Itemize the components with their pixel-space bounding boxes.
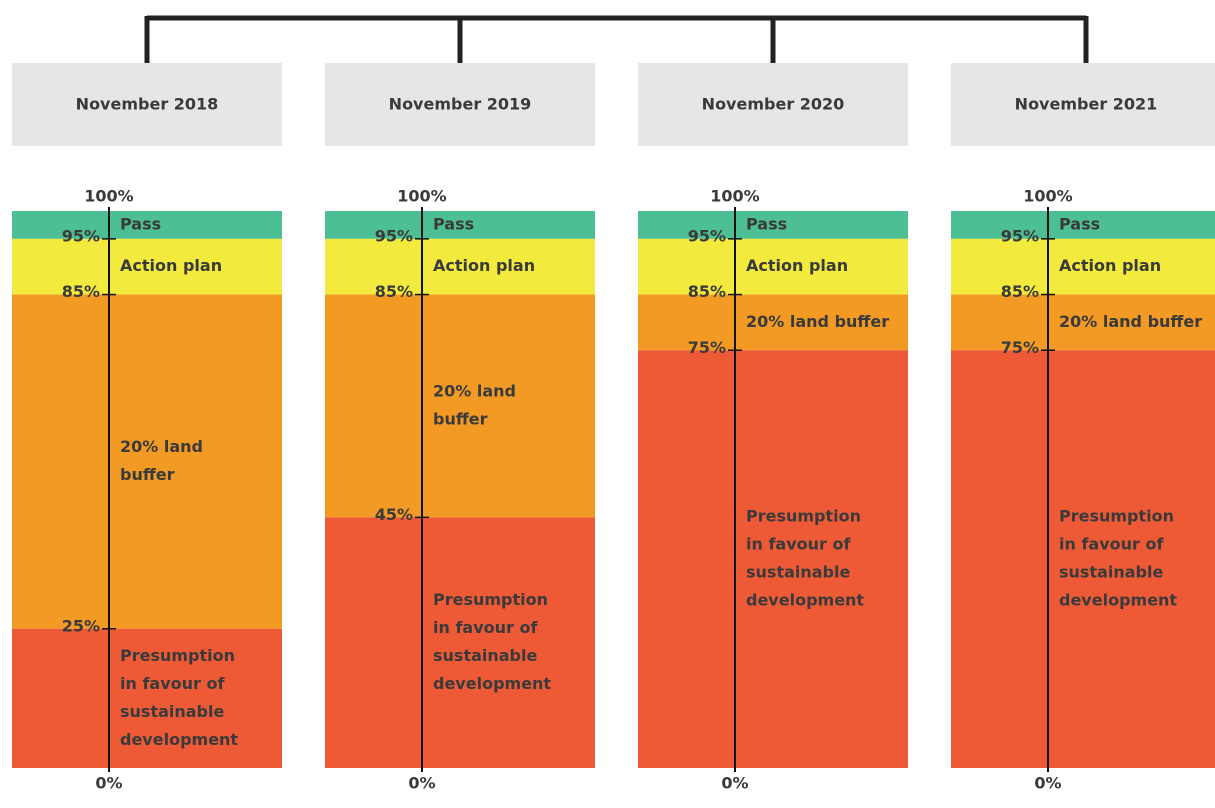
tick-label: 45% bbox=[375, 505, 413, 524]
band-label: Action plan bbox=[746, 256, 848, 275]
band-label: 20% land buffer bbox=[1059, 312, 1202, 331]
band-label: Action plan bbox=[120, 256, 222, 275]
band-label: in favour of bbox=[1059, 535, 1164, 554]
band-label: Pass bbox=[433, 214, 474, 233]
band bbox=[951, 211, 1215, 239]
tick-label: 75% bbox=[1001, 338, 1039, 357]
band bbox=[638, 211, 908, 239]
band-label: Presumption bbox=[120, 646, 235, 665]
band bbox=[325, 211, 595, 239]
band-label: buffer bbox=[433, 409, 488, 428]
tick-label: 85% bbox=[62, 282, 100, 301]
tick-label: 100% bbox=[84, 187, 133, 206]
band bbox=[12, 628, 282, 768]
band bbox=[12, 238, 282, 295]
header-title: November 2020 bbox=[702, 95, 845, 114]
band bbox=[12, 211, 282, 239]
tick-label: 0% bbox=[408, 774, 435, 793]
tick-label: 0% bbox=[721, 774, 748, 793]
header-box bbox=[12, 63, 282, 146]
band-label: buffer bbox=[120, 465, 175, 484]
tick-label: 95% bbox=[1001, 226, 1039, 245]
header-box bbox=[638, 63, 908, 146]
band-label: Pass bbox=[1059, 214, 1100, 233]
tick-label: 85% bbox=[375, 282, 413, 301]
tick-label: 100% bbox=[710, 187, 759, 206]
band-label: sustainable bbox=[746, 563, 850, 582]
header-title: November 2021 bbox=[1015, 95, 1158, 114]
tick-label: 100% bbox=[397, 187, 446, 206]
band-label: 20% land bbox=[433, 381, 516, 400]
band-label: development bbox=[120, 730, 238, 749]
tick-label: 85% bbox=[688, 282, 726, 301]
band bbox=[951, 294, 1215, 351]
band-label: sustainable bbox=[1059, 563, 1163, 582]
tick-label: 95% bbox=[375, 226, 413, 245]
band-label: Pass bbox=[120, 214, 161, 233]
band-label: in favour of bbox=[433, 618, 538, 637]
header-title: November 2019 bbox=[389, 95, 532, 114]
band-label: 20% land bbox=[120, 437, 203, 456]
band-label: development bbox=[746, 591, 864, 610]
band bbox=[951, 350, 1215, 768]
band bbox=[325, 238, 595, 295]
tick-label: 85% bbox=[1001, 282, 1039, 301]
band-label: sustainable bbox=[120, 702, 224, 721]
header-title: November 2018 bbox=[76, 95, 219, 114]
band-label: Presumption bbox=[1059, 507, 1174, 526]
tick-label: 95% bbox=[688, 226, 726, 245]
band-label: Presumption bbox=[433, 590, 548, 609]
tick-label: 100% bbox=[1023, 187, 1072, 206]
band bbox=[951, 238, 1215, 295]
band-label: 20% land buffer bbox=[746, 312, 889, 331]
band bbox=[325, 517, 595, 768]
band bbox=[638, 350, 908, 768]
tick-label: 25% bbox=[62, 616, 100, 635]
band-label: development bbox=[433, 674, 551, 693]
band bbox=[325, 294, 595, 518]
band-label: in favour of bbox=[746, 535, 851, 554]
band-label: Pass bbox=[746, 214, 787, 233]
band bbox=[638, 238, 908, 295]
band-label: development bbox=[1059, 591, 1177, 610]
tick-label: 95% bbox=[62, 226, 100, 245]
band-label: sustainable bbox=[433, 646, 537, 665]
header-box bbox=[325, 63, 595, 146]
band bbox=[12, 294, 282, 629]
band-label: Action plan bbox=[1059, 256, 1161, 275]
band-label: Presumption bbox=[746, 507, 861, 526]
band bbox=[638, 294, 908, 351]
band-label: in favour of bbox=[120, 674, 225, 693]
band-label: Action plan bbox=[433, 256, 535, 275]
tick-label: 0% bbox=[1034, 774, 1061, 793]
tick-label: 0% bbox=[95, 774, 122, 793]
header-box bbox=[951, 63, 1215, 146]
tick-label: 75% bbox=[688, 338, 726, 357]
